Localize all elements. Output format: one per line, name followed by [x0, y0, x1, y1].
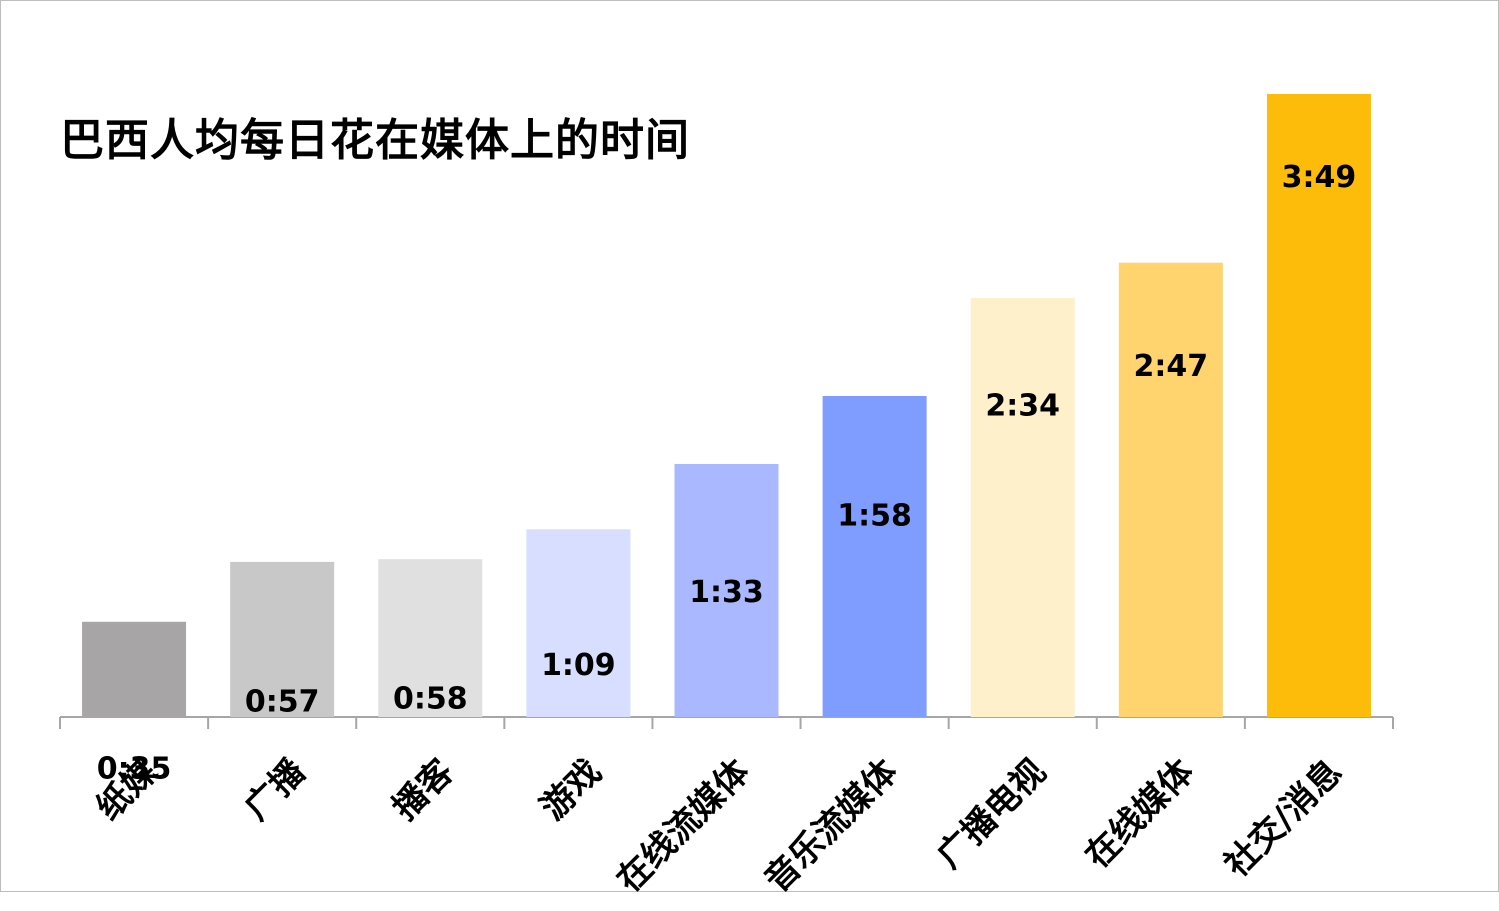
chart-title: 巴西人均每日花在媒体上的时间 [60, 115, 690, 166]
bar [970, 298, 1075, 717]
bar [674, 463, 779, 717]
bar [526, 529, 631, 717]
bar [1266, 94, 1371, 717]
x-tick-label: 音乐流媒体 [757, 752, 905, 900]
x-tick-label: 在线流媒体 [609, 752, 757, 900]
x-tick-label: 播客 [385, 752, 461, 828]
bar [82, 621, 187, 717]
bar-value-label: 2:34 [985, 389, 1060, 424]
bar-value-label: 0:35 [97, 752, 172, 787]
bar-value-label: 1:58 [837, 499, 912, 534]
chart-frame [0, 0, 1499, 892]
x-tick-label: 在线媒体 [1077, 752, 1201, 876]
bar-value-label: 1:09 [541, 648, 616, 683]
x-tick-label: 广播电视 [929, 752, 1053, 876]
bar-value-label: 0:58 [393, 682, 468, 717]
bar [378, 559, 483, 717]
bar-value-label: 0:57 [245, 685, 320, 720]
x-tick-label: 游戏 [533, 752, 609, 828]
bar-value-label: 1:33 [689, 575, 764, 610]
x-tick-label: 社交/消息 [1217, 752, 1350, 885]
bar-value-label: 2:47 [1134, 349, 1209, 384]
x-tick-label: 广播 [237, 751, 314, 828]
bar [822, 395, 927, 717]
bar-value-label: 3:49 [1282, 160, 1357, 195]
bar [230, 561, 335, 717]
bar [1118, 262, 1223, 717]
